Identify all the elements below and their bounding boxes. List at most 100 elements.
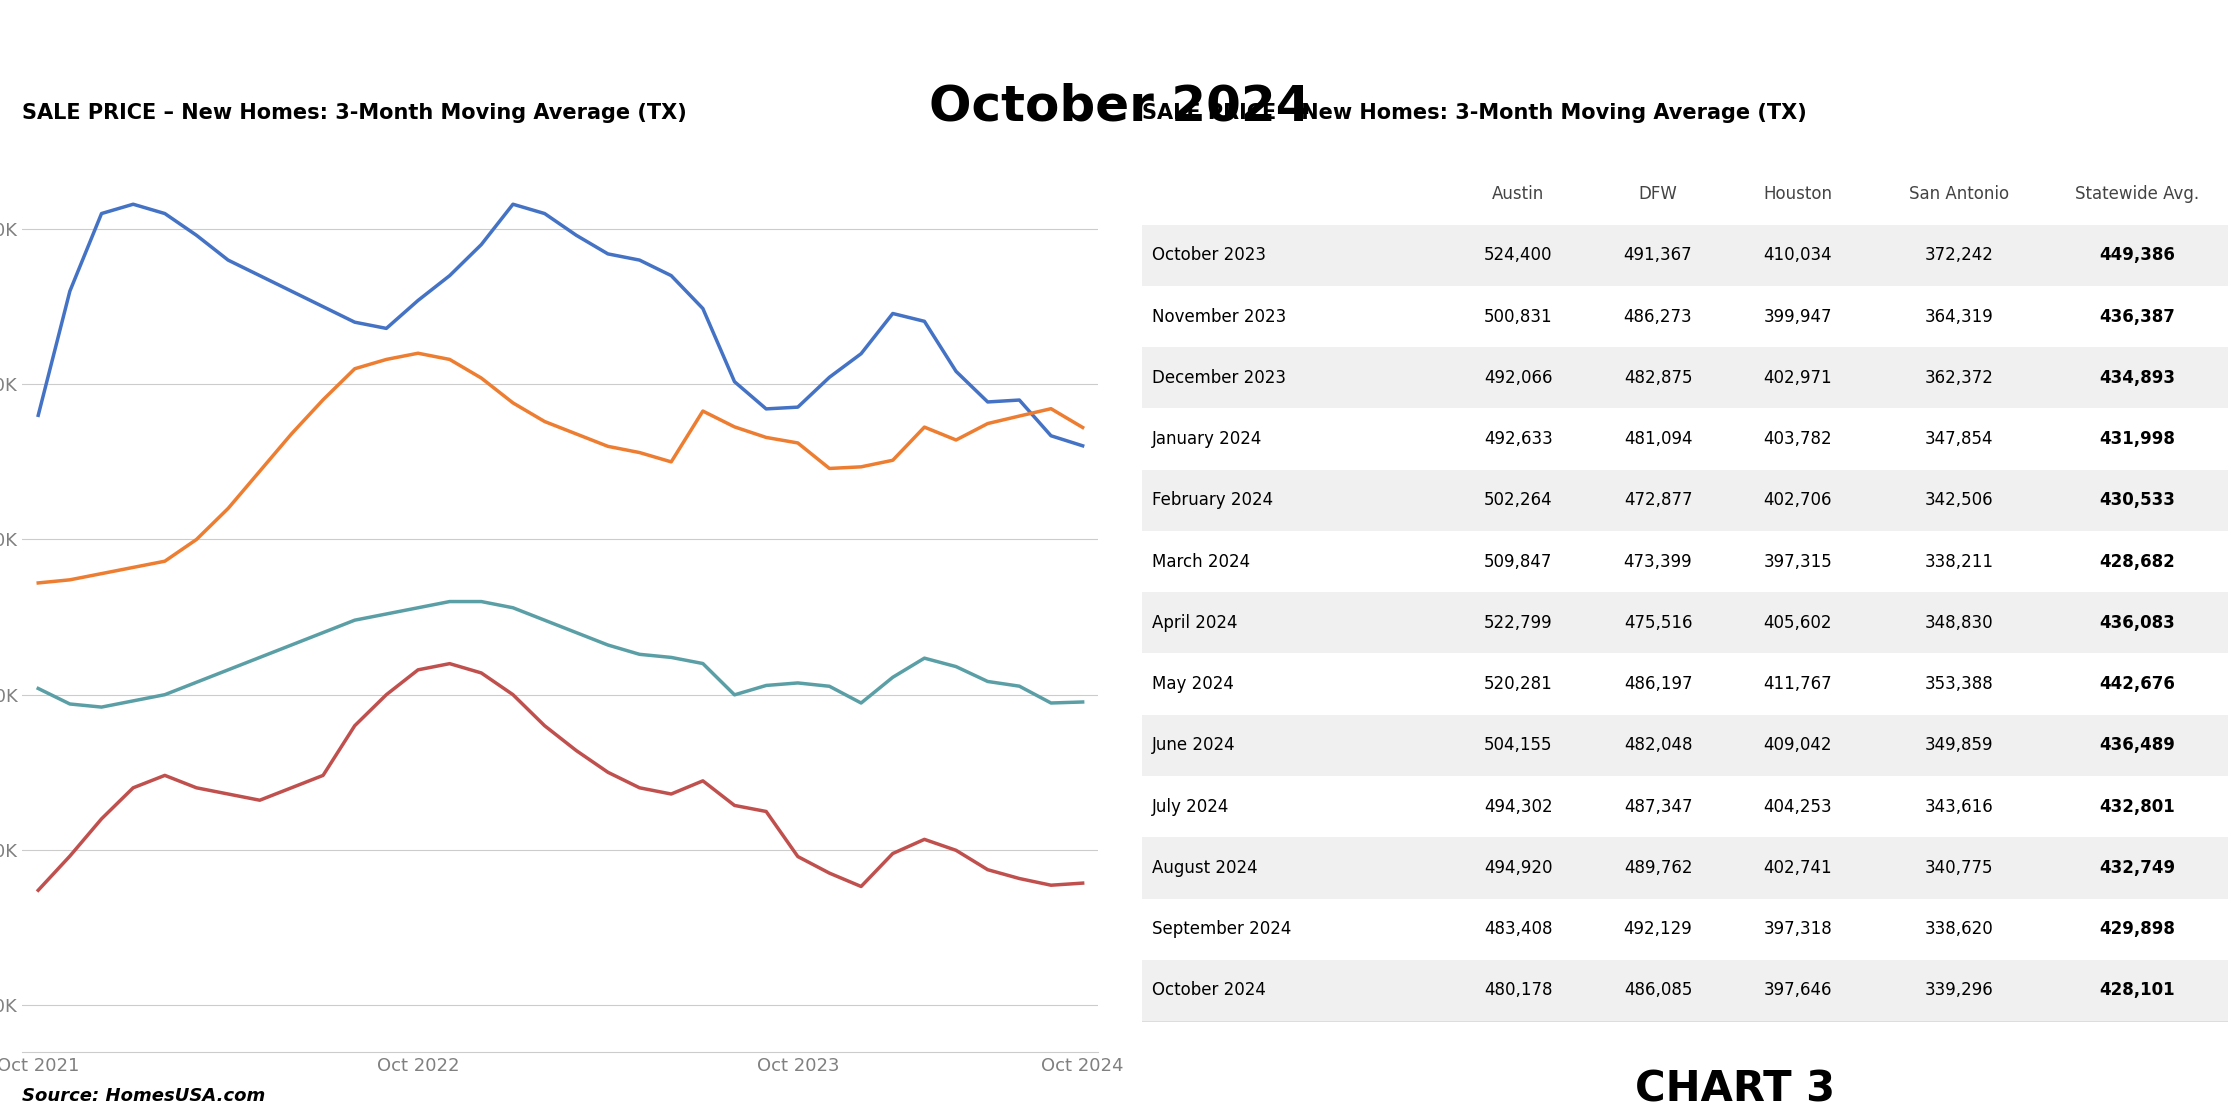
Text: 491,367: 491,367 bbox=[1624, 246, 1693, 265]
Text: CHART 3: CHART 3 bbox=[1635, 1068, 1835, 1107]
Text: 432,749: 432,749 bbox=[2099, 859, 2175, 877]
Text: 436,083: 436,083 bbox=[2099, 614, 2175, 632]
Text: 492,066: 492,066 bbox=[1483, 369, 1552, 386]
Text: San Antonio: San Antonio bbox=[1908, 185, 2009, 203]
Text: January 2024: January 2024 bbox=[1151, 431, 1263, 448]
Text: 436,489: 436,489 bbox=[2099, 736, 2175, 754]
Text: 405,602: 405,602 bbox=[1763, 614, 1832, 632]
Text: SALE PRICE – New Homes: 3-Month Moving Average (TX): SALE PRICE – New Homes: 3-Month Moving A… bbox=[22, 103, 688, 123]
Text: 472,877: 472,877 bbox=[1624, 492, 1691, 509]
Text: February 2024: February 2024 bbox=[1151, 492, 1272, 509]
Text: September 2024: September 2024 bbox=[1151, 920, 1292, 938]
Text: November 2023: November 2023 bbox=[1151, 308, 1286, 325]
Text: 411,767: 411,767 bbox=[1763, 675, 1832, 693]
Text: 338,211: 338,211 bbox=[1924, 552, 1994, 570]
Text: 409,042: 409,042 bbox=[1763, 736, 1832, 754]
Text: July 2024: July 2024 bbox=[1151, 798, 1230, 816]
Text: April 2024: April 2024 bbox=[1151, 614, 1239, 632]
Text: 522,799: 522,799 bbox=[1483, 614, 1552, 632]
Text: 428,682: 428,682 bbox=[2099, 552, 2175, 570]
Text: 489,762: 489,762 bbox=[1624, 859, 1691, 877]
Text: 524,400: 524,400 bbox=[1483, 246, 1552, 265]
Text: 504,155: 504,155 bbox=[1483, 736, 1552, 754]
Text: 520,281: 520,281 bbox=[1483, 675, 1552, 693]
FancyBboxPatch shape bbox=[1142, 348, 2229, 408]
FancyBboxPatch shape bbox=[1142, 960, 2229, 1021]
Text: 397,646: 397,646 bbox=[1763, 982, 1832, 1000]
Text: 348,830: 348,830 bbox=[1924, 614, 1994, 632]
FancyBboxPatch shape bbox=[1142, 286, 2229, 348]
Text: 402,971: 402,971 bbox=[1763, 369, 1832, 386]
Text: 349,859: 349,859 bbox=[1924, 736, 1994, 754]
Text: 402,706: 402,706 bbox=[1763, 492, 1832, 509]
FancyBboxPatch shape bbox=[1142, 531, 2229, 592]
FancyBboxPatch shape bbox=[1142, 592, 2229, 653]
Text: 480,178: 480,178 bbox=[1483, 982, 1552, 1000]
Text: 492,633: 492,633 bbox=[1483, 431, 1552, 448]
Text: 340,775: 340,775 bbox=[1924, 859, 1994, 877]
FancyBboxPatch shape bbox=[1142, 469, 2229, 531]
Text: 500,831: 500,831 bbox=[1483, 308, 1552, 325]
Text: May 2024: May 2024 bbox=[1151, 675, 1234, 693]
Text: 402,741: 402,741 bbox=[1763, 859, 1832, 877]
Text: 486,197: 486,197 bbox=[1624, 675, 1691, 693]
Text: 362,372: 362,372 bbox=[1924, 369, 1994, 386]
Text: Statewide Avg.: Statewide Avg. bbox=[2074, 185, 2200, 203]
Text: 473,399: 473,399 bbox=[1624, 552, 1693, 570]
Text: 436,387: 436,387 bbox=[2099, 308, 2175, 325]
Text: 487,347: 487,347 bbox=[1624, 798, 1691, 816]
Text: Houston: Houston bbox=[1763, 185, 1832, 203]
Text: 397,315: 397,315 bbox=[1763, 552, 1832, 570]
Text: 399,947: 399,947 bbox=[1763, 308, 1832, 325]
Text: 428,101: 428,101 bbox=[2099, 982, 2175, 1000]
Text: Austin: Austin bbox=[1492, 185, 1543, 203]
FancyBboxPatch shape bbox=[1142, 776, 2229, 837]
Text: 494,920: 494,920 bbox=[1483, 859, 1552, 877]
Text: 475,516: 475,516 bbox=[1624, 614, 1691, 632]
Text: October 2023: October 2023 bbox=[1151, 246, 1266, 265]
Text: October 2024: October 2024 bbox=[1151, 982, 1266, 1000]
Text: 509,847: 509,847 bbox=[1483, 552, 1552, 570]
Text: March 2024: March 2024 bbox=[1151, 552, 1250, 570]
Text: 482,875: 482,875 bbox=[1624, 369, 1691, 386]
Text: 347,854: 347,854 bbox=[1924, 431, 1994, 448]
Text: 339,296: 339,296 bbox=[1924, 982, 1994, 1000]
Text: 410,034: 410,034 bbox=[1763, 246, 1832, 265]
FancyBboxPatch shape bbox=[1142, 837, 2229, 899]
Text: 442,676: 442,676 bbox=[2099, 675, 2175, 693]
Text: 494,302: 494,302 bbox=[1483, 798, 1552, 816]
Text: 449,386: 449,386 bbox=[2099, 246, 2175, 265]
Text: 431,998: 431,998 bbox=[2099, 431, 2175, 448]
Text: 430,533: 430,533 bbox=[2099, 492, 2175, 509]
Text: 486,273: 486,273 bbox=[1624, 308, 1693, 325]
Text: 338,620: 338,620 bbox=[1924, 920, 1994, 938]
Text: 397,318: 397,318 bbox=[1763, 920, 1832, 938]
Text: June 2024: June 2024 bbox=[1151, 736, 1236, 754]
FancyBboxPatch shape bbox=[1142, 899, 2229, 960]
Text: August 2024: August 2024 bbox=[1151, 859, 1259, 877]
Text: 482,048: 482,048 bbox=[1624, 736, 1691, 754]
Text: 434,893: 434,893 bbox=[2099, 369, 2175, 386]
Text: 432,801: 432,801 bbox=[2099, 798, 2175, 816]
Text: 404,253: 404,253 bbox=[1763, 798, 1832, 816]
Text: 343,616: 343,616 bbox=[1924, 798, 1994, 816]
Text: 483,408: 483,408 bbox=[1483, 920, 1552, 938]
Text: 342,506: 342,506 bbox=[1924, 492, 1994, 509]
FancyBboxPatch shape bbox=[1142, 225, 2229, 286]
Text: October 2024: October 2024 bbox=[930, 83, 1310, 131]
Text: 486,085: 486,085 bbox=[1624, 982, 1691, 1000]
FancyBboxPatch shape bbox=[1142, 653, 2229, 715]
Text: 502,264: 502,264 bbox=[1483, 492, 1552, 509]
Text: December 2023: December 2023 bbox=[1151, 369, 1286, 386]
Text: 372,242: 372,242 bbox=[1924, 246, 1994, 265]
Text: 364,319: 364,319 bbox=[1924, 308, 1994, 325]
Text: 492,129: 492,129 bbox=[1624, 920, 1693, 938]
Text: Source: HomesUSA.com: Source: HomesUSA.com bbox=[22, 1087, 267, 1106]
Text: DFW: DFW bbox=[1640, 185, 1678, 203]
FancyBboxPatch shape bbox=[1142, 225, 2229, 227]
Text: 481,094: 481,094 bbox=[1624, 431, 1691, 448]
FancyBboxPatch shape bbox=[1142, 715, 2229, 776]
Text: SALE PRICE – New Homes: 3-Month Moving Average (TX): SALE PRICE – New Homes: 3-Month Moving A… bbox=[1142, 103, 1805, 123]
Text: 429,898: 429,898 bbox=[2099, 920, 2175, 938]
Text: 353,388: 353,388 bbox=[1924, 675, 1994, 693]
